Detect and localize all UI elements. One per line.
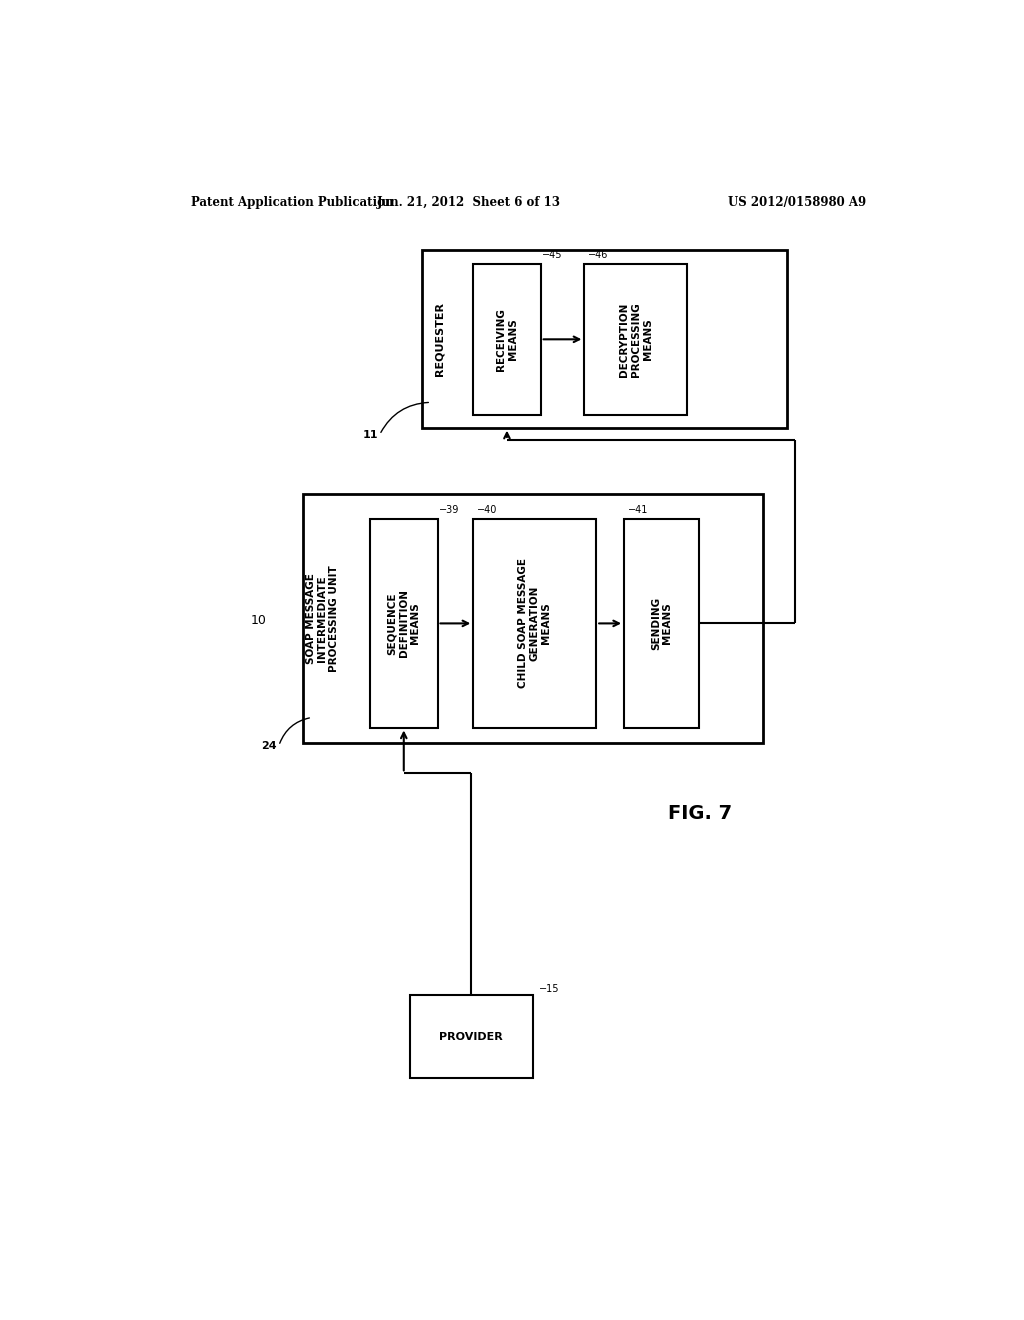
Text: FIG. 7: FIG. 7 xyxy=(668,804,732,824)
Bar xyxy=(410,995,532,1078)
Text: 24: 24 xyxy=(261,741,278,751)
Bar xyxy=(370,519,437,727)
Bar xyxy=(473,519,596,727)
Text: −39: −39 xyxy=(439,506,460,515)
Text: RECEIVING
MEANS: RECEIVING MEANS xyxy=(497,308,518,371)
Text: Jun. 21, 2012  Sheet 6 of 13: Jun. 21, 2012 Sheet 6 of 13 xyxy=(377,195,561,209)
Text: PROVIDER: PROVIDER xyxy=(439,1031,503,1041)
Text: −46: −46 xyxy=(588,249,608,260)
Text: DECRYPTION
PROCESSING
MEANS: DECRYPTION PROCESSING MEANS xyxy=(620,302,652,376)
Text: US 2012/0158980 A9: US 2012/0158980 A9 xyxy=(728,195,866,209)
Text: SENDING
MEANS: SENDING MEANS xyxy=(651,597,673,649)
Bar xyxy=(422,249,786,428)
Text: REQUESTER: REQUESTER xyxy=(434,302,444,376)
Bar xyxy=(624,519,699,727)
Text: SOAP MESSAGE
INTERMEDIATE
PROCESSING UNIT: SOAP MESSAGE INTERMEDIATE PROCESSING UNI… xyxy=(306,565,339,672)
Bar xyxy=(473,264,541,414)
Bar xyxy=(585,264,687,414)
Text: −40: −40 xyxy=(477,506,498,515)
Bar xyxy=(303,494,763,743)
Text: −45: −45 xyxy=(543,249,563,260)
Text: 11: 11 xyxy=(362,430,378,440)
Text: Patent Application Publication: Patent Application Publication xyxy=(191,195,394,209)
Text: −41: −41 xyxy=(628,506,648,515)
Text: CHILD SOAP MESSAGE
GENERATION
MEANS: CHILD SOAP MESSAGE GENERATION MEANS xyxy=(518,558,551,689)
Text: SEQUENCE
DEFINITION
MEANS: SEQUENCE DEFINITION MEANS xyxy=(387,590,421,657)
Text: −15: −15 xyxy=(539,983,559,994)
Text: 10: 10 xyxy=(251,614,267,627)
